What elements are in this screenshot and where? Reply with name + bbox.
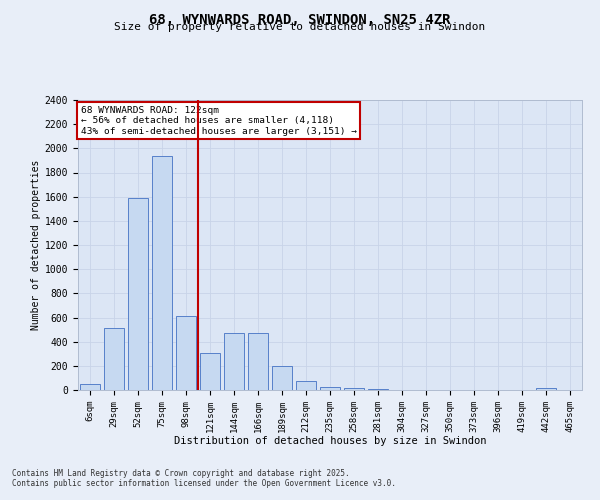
Text: Contains public sector information licensed under the Open Government Licence v3: Contains public sector information licen… — [12, 478, 396, 488]
Text: Size of property relative to detached houses in Swindon: Size of property relative to detached ho… — [115, 22, 485, 32]
Bar — [200, 352, 220, 390]
Bar — [296, 381, 316, 390]
Bar — [104, 328, 124, 390]
Bar — [152, 156, 172, 390]
Y-axis label: Number of detached properties: Number of detached properties — [31, 160, 41, 330]
Bar — [176, 316, 196, 390]
X-axis label: Distribution of detached houses by size in Swindon: Distribution of detached houses by size … — [174, 436, 486, 446]
Bar — [128, 198, 148, 390]
Text: Contains HM Land Registry data © Crown copyright and database right 2025.: Contains HM Land Registry data © Crown c… — [12, 468, 350, 477]
Text: 68 WYNWARDS ROAD: 122sqm
← 56% of detached houses are smaller (4,118)
43% of sem: 68 WYNWARDS ROAD: 122sqm ← 56% of detach… — [80, 106, 356, 136]
Bar — [248, 332, 268, 390]
Bar — [224, 332, 244, 390]
Bar — [80, 384, 100, 390]
Bar — [272, 366, 292, 390]
Bar — [344, 388, 364, 390]
Bar — [536, 388, 556, 390]
Bar — [320, 387, 340, 390]
Text: 68, WYNWARDS ROAD, SWINDON, SN25 4ZR: 68, WYNWARDS ROAD, SWINDON, SN25 4ZR — [149, 12, 451, 26]
